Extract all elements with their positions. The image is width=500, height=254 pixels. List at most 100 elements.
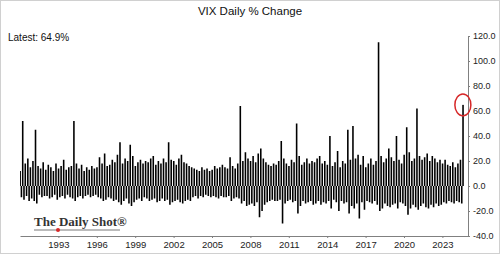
bar: [164, 186, 166, 201]
bar: [59, 186, 61, 197]
x-tick: 2023: [432, 236, 453, 250]
bar: [204, 170, 206, 186]
bar: [145, 161, 147, 186]
x-tick: 2014: [317, 236, 338, 250]
bar: [124, 159, 126, 187]
bar: [378, 42, 380, 186]
bar: [238, 186, 240, 199]
bar: [268, 165, 270, 186]
bar: [356, 186, 358, 204]
bar: [398, 160, 400, 186]
x-tick-mark: [97, 236, 98, 238]
bar: [27, 159, 29, 187]
bar: [337, 151, 339, 186]
x-tick: 2002: [164, 236, 185, 250]
bar: [26, 186, 28, 196]
bar: [132, 156, 134, 186]
bar: [24, 164, 26, 187]
bar: [347, 130, 349, 186]
bar: [96, 167, 98, 186]
bar: [438, 186, 440, 206]
bar: [440, 186, 442, 205]
x-tick: 2020: [394, 236, 415, 250]
bar: [261, 186, 263, 211]
bar: [292, 186, 294, 202]
bar: [456, 186, 458, 201]
bar: [103, 186, 105, 201]
bar: [319, 156, 321, 186]
bar: [225, 186, 227, 197]
x-tick-mark: [289, 236, 290, 238]
bar: [209, 171, 211, 186]
bar: [40, 169, 42, 187]
bar: [405, 186, 407, 206]
x-tick-mark: [442, 236, 443, 238]
bar: [128, 186, 130, 204]
bar: [218, 186, 220, 199]
bar: [119, 142, 121, 186]
bar: [291, 160, 293, 186]
bar: [190, 186, 192, 201]
bar: [410, 186, 412, 209]
bar: [173, 161, 175, 186]
bar: [215, 186, 217, 197]
bar: [316, 159, 318, 187]
bar: [62, 186, 64, 196]
bar: [425, 186, 427, 207]
bar: [21, 186, 23, 197]
bar: [81, 165, 83, 186]
bar: [383, 162, 385, 186]
bar: [110, 186, 112, 199]
bar: [329, 136, 331, 186]
bar: [366, 186, 368, 201]
bar: [72, 186, 74, 199]
bar: [133, 186, 135, 202]
bar: [449, 166, 451, 186]
bar: [97, 186, 99, 197]
bar: [453, 186, 455, 204]
bar: [158, 161, 160, 186]
bar: [183, 162, 185, 186]
bar: [211, 170, 213, 186]
bar: [83, 171, 85, 186]
bar: [284, 186, 286, 204]
x-tick: 2008: [240, 236, 261, 250]
bar: [67, 186, 69, 195]
bar: [129, 145, 131, 186]
bar: [330, 186, 332, 209]
bar: [342, 161, 344, 186]
bar: [411, 161, 413, 186]
bar: [388, 149, 390, 187]
bar: [247, 159, 249, 187]
bar: [293, 162, 295, 186]
bar: [231, 186, 233, 201]
bar: [416, 109, 418, 187]
bar: [343, 186, 345, 204]
bar: [379, 186, 381, 211]
bar: [122, 164, 124, 187]
bar: [149, 186, 151, 201]
bar: [165, 162, 167, 186]
bar: [237, 164, 239, 187]
bar: [353, 186, 355, 209]
plot-area: [20, 42, 464, 223]
bar: [32, 161, 34, 186]
bar: [146, 186, 148, 199]
x-tick-label: 2017: [356, 239, 377, 250]
bar: [228, 186, 230, 196]
bar: [362, 156, 364, 186]
bar: [357, 155, 359, 186]
bar: [135, 166, 137, 186]
annotation-latest: Latest: 64.9%: [8, 32, 69, 43]
bar: [252, 156, 254, 186]
bar: [310, 186, 312, 201]
x-tick: 2011: [279, 236, 299, 250]
bar: [159, 186, 161, 201]
bar: [45, 170, 47, 186]
bar: [380, 156, 382, 186]
bar: [387, 186, 389, 206]
bar: [229, 157, 231, 186]
bar: [406, 127, 408, 186]
bar: [432, 156, 434, 186]
bar: [160, 164, 162, 187]
